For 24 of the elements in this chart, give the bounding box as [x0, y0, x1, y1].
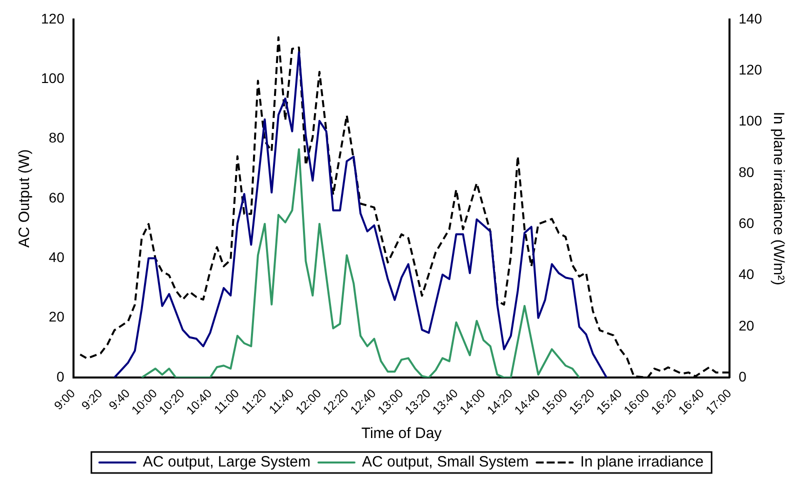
y-axis-title: AC Output (W) [16, 149, 34, 248]
y-tick-label: 100 [41, 70, 65, 86]
y-tick-label: 40 [48, 249, 65, 266]
y2-tick-label: 60 [738, 214, 754, 231]
y-tick-label: 0 [56, 368, 65, 384]
y2-tick-label: 140 [738, 10, 762, 26]
y2-tick-label: 0 [738, 368, 747, 384]
y2-tick-label: 100 [738, 112, 762, 129]
y2-axis-title: In plane irradiance (W/m²) [770, 112, 787, 286]
y-tick-label: 20 [48, 308, 65, 325]
y2-tick-label: 80 [738, 164, 754, 180]
y-tick-label: 60 [48, 189, 65, 206]
x-tick-label: 9:00 [51, 386, 78, 413]
y-tick-label: 120 [41, 10, 65, 26]
legend-label: AC output, Small System [362, 454, 529, 471]
y2-tick-label: 40 [738, 266, 754, 282]
y2-tick-label: 120 [738, 61, 762, 78]
x-tick-label: 9:40 [106, 386, 133, 413]
y-tick-label: 80 [48, 130, 65, 146]
y2-tick-label: 20 [738, 317, 754, 334]
legend-label: In plane irradiance [580, 454, 704, 471]
x-tick-label: 9:20 [78, 386, 106, 413]
legend-label: AC output, Large System [142, 454, 310, 471]
x-axis-title: Time of Day [361, 425, 442, 442]
